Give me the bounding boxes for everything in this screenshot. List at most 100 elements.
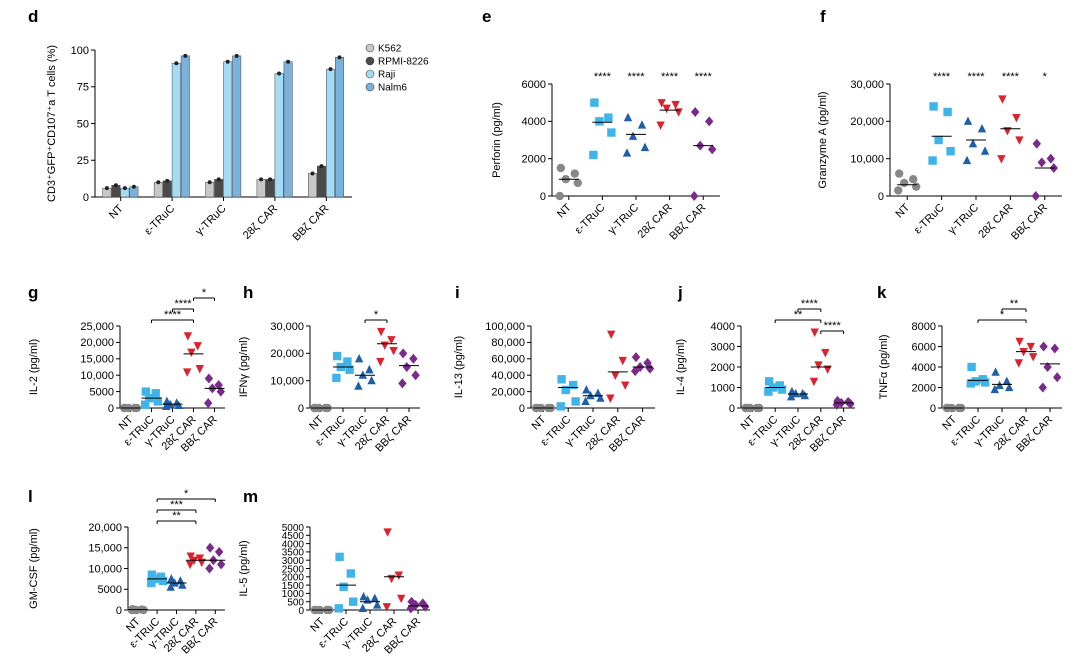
significance-label: **** (661, 71, 679, 83)
data-point (590, 98, 599, 107)
data-point (1015, 337, 1024, 347)
y-tick-label: 1500 (282, 581, 305, 592)
data-point (1046, 153, 1055, 164)
legend-marker (365, 56, 375, 66)
y-tick-label: 1000 (282, 589, 305, 600)
y-tick-label: 1000 (711, 382, 735, 394)
panel-label: l (28, 487, 33, 506)
data-point (643, 357, 652, 368)
panel-i: 0 20,000 40,000 60,000 80,000 100,000 IL-13 (p… (453, 283, 655, 455)
data-point (764, 387, 773, 396)
y-tick-label: 2000 (282, 573, 305, 584)
panel-label: h (243, 283, 253, 302)
data-point (943, 107, 952, 117)
y-tick-label: 75 (77, 82, 89, 94)
data-point (170, 578, 179, 587)
y-tick-label: 500 (287, 598, 304, 609)
panel-label: d (28, 7, 38, 26)
data-point (800, 390, 810, 400)
bar-point (183, 53, 188, 58)
bar (214, 179, 224, 198)
y-tick-label: 2500 (282, 564, 305, 575)
data-point (1029, 353, 1038, 362)
y-tick-label: 8000 (912, 321, 936, 333)
data-point (1031, 191, 1040, 201)
y-tick-label: 5000 (90, 386, 114, 398)
data-point (810, 328, 819, 337)
legend-label: RPMI-8226 (378, 57, 429, 68)
data-point (607, 128, 616, 137)
data-point (376, 357, 385, 367)
data-point (141, 400, 150, 409)
data-point (997, 155, 1006, 164)
data-point (1032, 138, 1041, 149)
y-tick-label: 10,000 (850, 153, 884, 165)
bar (171, 62, 181, 198)
y-tick-label: 10,000 (270, 375, 304, 387)
y-tick-label: 25,000 (80, 321, 114, 333)
y-tick-label: 0 (540, 191, 546, 203)
x-tick-label: NT (107, 202, 126, 221)
panel-d: 0 25 50 75 100 CD3⁺GFP⁺CD107⁺a T cells (%) d NT… (28, 7, 429, 244)
bar-point (174, 61, 179, 66)
significance-label: * (1000, 309, 1005, 321)
y-tick-label: 80,000 (491, 337, 525, 349)
data-point (185, 560, 195, 570)
data-point (193, 342, 202, 351)
y-tick-label: 0 (930, 403, 936, 415)
data-point (963, 116, 973, 125)
data-point (894, 186, 903, 195)
data-point (358, 370, 367, 379)
y-tick-label: 10,000 (80, 370, 114, 382)
y-tick-label: 0 (116, 605, 122, 617)
data-point (183, 368, 192, 377)
data-point (705, 116, 714, 127)
significance-label: **** (174, 298, 192, 310)
data-point (334, 604, 343, 613)
data-point (637, 120, 647, 129)
y-tick-label: 30,000 (270, 321, 304, 333)
data-point (900, 178, 909, 188)
data-point (645, 363, 655, 374)
panel-label: m (243, 487, 258, 506)
x-tick-label: NT (308, 615, 327, 634)
data-point (421, 601, 430, 612)
data-point (376, 327, 386, 337)
bar (232, 55, 242, 198)
bar (317, 165, 326, 198)
significance-label: **** (695, 71, 713, 83)
data-point (147, 578, 156, 588)
data-point (345, 365, 354, 374)
data-point (814, 361, 823, 370)
bar (265, 179, 275, 198)
bar-point (319, 164, 324, 169)
significance-label: **** (164, 309, 182, 321)
x-tick-label: NT (555, 201, 574, 220)
significance-label: * (184, 488, 189, 500)
data-point (962, 155, 972, 165)
y-tick-label: 20,000 (491, 386, 525, 398)
data-point (571, 397, 580, 406)
data-point (656, 121, 665, 130)
data-point (662, 104, 671, 114)
data-point (153, 397, 162, 406)
data-point (1026, 342, 1035, 352)
significance-label: **** (801, 298, 819, 310)
y-tick-label: 2000 (912, 382, 936, 394)
data-point (197, 558, 206, 568)
data-point (162, 401, 171, 410)
y-tick-label: 6000 (522, 79, 546, 91)
data-point (166, 582, 175, 591)
x-tick-label: NT (530, 413, 549, 432)
y-tick-label: 4000 (711, 321, 735, 333)
data-point (570, 169, 579, 178)
data-point (568, 380, 578, 390)
significance-label: * (374, 309, 379, 321)
data-point (809, 377, 819, 387)
bar (162, 180, 172, 198)
data-point (1005, 382, 1014, 392)
legend-label: K562 (378, 44, 402, 55)
data-point (604, 113, 613, 122)
data-point (934, 135, 943, 145)
